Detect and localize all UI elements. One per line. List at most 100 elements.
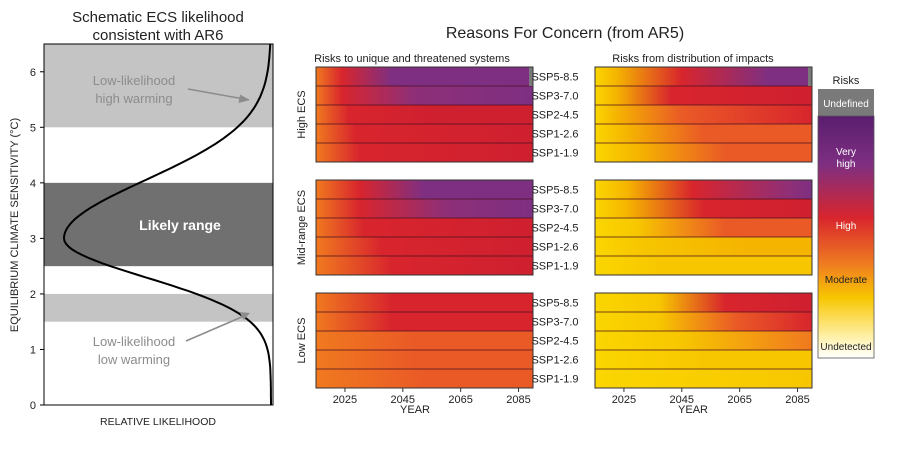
ecs-y-tick-label: 2	[30, 289, 36, 301]
undefined-risk-cell	[529, 67, 533, 86]
scenario-label: SSP1-2.6	[531, 355, 578, 367]
ecs-shaded-range-2	[44, 293, 273, 322]
ecs-row-label: High ECS	[296, 90, 308, 138]
year-axes: 2025 2045 2065 2085 2025 2045 2065 2085	[333, 388, 810, 406]
scenario-label: SSP1-2.6	[531, 129, 578, 141]
heatmap-cell	[316, 86, 533, 105]
legend-label-moderate: Moderate	[825, 275, 868, 286]
likely-range-label: Likely range	[139, 217, 221, 233]
heatmap-cell	[316, 199, 533, 218]
scenario-label: SSP3-7.0	[531, 91, 578, 103]
heatmap-cell	[595, 237, 812, 256]
high-warming-label-line1: Low-likelihood	[93, 73, 175, 88]
ecs-shaded-ranges	[44, 44, 273, 322]
ecs-y-tick-label: 1	[30, 344, 36, 356]
legend-colorbar	[817, 115, 875, 359]
heatmap-frame	[594, 66, 813, 163]
ecs-shaded-range-3	[44, 44, 273, 128]
heatmap-frame	[315, 66, 534, 163]
ecs-y-axis-label: EQUILIBRIUM CLIMATE SENSITIVITY (°C)	[9, 118, 21, 332]
legend-label-undetected: Undetected	[820, 342, 871, 353]
heatmap-frame	[315, 292, 534, 389]
heatmap-cell	[595, 369, 812, 388]
legend-label-undefined: Undefined	[823, 99, 869, 110]
ecs-y-tick-label: 5	[30, 122, 36, 134]
scenario-label: SSP3-7.0	[531, 204, 578, 216]
ecs-y-tick-label: 0	[30, 400, 36, 412]
heatmap-cell	[595, 180, 812, 199]
ecs-plot-frame	[43, 43, 274, 406]
heatmap-cell	[316, 237, 533, 256]
ecs-row-label: Low ECS	[296, 318, 308, 364]
heatmap-cell	[316, 105, 533, 124]
year-tick-label: 2065	[448, 394, 472, 406]
year-tick-label: 2025	[612, 394, 636, 406]
scenario-label: SSP1-2.6	[531, 242, 578, 254]
ecs-x-axis-label: RELATIVE LIKELIHOOD	[100, 416, 216, 428]
year-tick-label: 2085	[506, 394, 530, 406]
heatmap-cell	[316, 256, 533, 275]
heatmap-cell	[595, 199, 812, 218]
heatmap-frame	[594, 292, 813, 389]
scenario-label: SSP1-1.9	[531, 374, 578, 386]
heatmap-cell	[316, 143, 533, 162]
ecs-row-label: Mid-range ECS	[296, 190, 308, 265]
heatmap-cell	[316, 331, 533, 350]
legend-label-very-high: Very high	[836, 147, 856, 170]
low-warming-label-line2: low warming	[98, 352, 170, 367]
low-warming-label-line1: Low-likelihood	[93, 334, 175, 349]
ecs-distribution-curve	[62, 43, 272, 405]
legend-title: Risks	[833, 75, 860, 87]
heatmap-cell	[316, 369, 533, 388]
undefined-risk-cell	[808, 67, 812, 86]
heatmap-frame	[594, 179, 813, 276]
ecs-y-tick-label: 3	[30, 233, 36, 245]
heatmap-cell	[316, 293, 533, 312]
ecs-shaded-range-1	[44, 182, 273, 267]
ecs-y-tick-label: 6	[30, 67, 36, 79]
heatmap-cell	[595, 124, 812, 143]
high-warming-arrow	[187, 88, 250, 103]
heatmap-cell	[316, 124, 533, 143]
heatmap-cell	[316, 350, 533, 369]
heatmap-cell	[595, 67, 812, 86]
year-tick-label: 2045	[391, 394, 415, 406]
year-tick-label: 2085	[785, 394, 809, 406]
heatmap-cell	[316, 180, 533, 199]
scenario-label: SSP5-8.5	[531, 298, 578, 310]
ecs-y-tick-label: 4	[30, 178, 36, 190]
scenario-label: SSP1-1.9	[531, 148, 578, 160]
heatmap-cell	[595, 105, 812, 124]
high-warming-label-line2: high warming	[95, 91, 172, 106]
heatmap-frame	[315, 179, 534, 276]
heatmap-cell	[316, 218, 533, 237]
heatmap-cell	[595, 218, 812, 237]
heatmap-cell	[595, 143, 812, 162]
scenario-labels: SSP5-8.5 SSP3-7.0 SSP2-4.5 SSP1-2.6 SSP1-1.9…	[531, 72, 578, 386]
scenario-label: SSP2-4.5	[531, 110, 578, 122]
low-warming-arrow	[185, 312, 250, 342]
scenario-label: SSP5-8.5	[531, 185, 578, 197]
heatmap-cell	[595, 331, 812, 350]
scenario-label: SSP2-4.5	[531, 336, 578, 348]
scenario-label: SSP3-7.0	[531, 317, 578, 329]
year-tick-label: 2025	[333, 394, 357, 406]
heatmap-cell	[595, 86, 812, 105]
rfc-heatmaps	[315, 66, 813, 389]
scenario-label: SSP5-8.5	[531, 72, 578, 84]
scenario-label: SSP2-4.5	[531, 223, 578, 235]
year-tick-label: 2045	[670, 394, 694, 406]
heatmap-cell	[316, 312, 533, 331]
rfc-column-title-distribution: Risks from distribution of impacts	[612, 53, 774, 65]
ecs-title-line1: Schematic ECS likelihood	[72, 9, 244, 26]
heatmap-cell	[316, 67, 533, 86]
year-axis-label-left: YEAR	[400, 404, 430, 416]
heatmap-cell	[595, 293, 812, 312]
ecs-title-line2: consistent with AR6	[93, 27, 224, 44]
legend-undefined-swatch	[818, 89, 874, 116]
ecs-y-axis: 0 1 2 3 4 5 6	[30, 67, 44, 412]
rfc-title: Reasons For Concern (from AR5)	[446, 25, 684, 42]
year-axis-label-right: YEAR	[678, 404, 708, 416]
heatmap-cell	[595, 312, 812, 331]
